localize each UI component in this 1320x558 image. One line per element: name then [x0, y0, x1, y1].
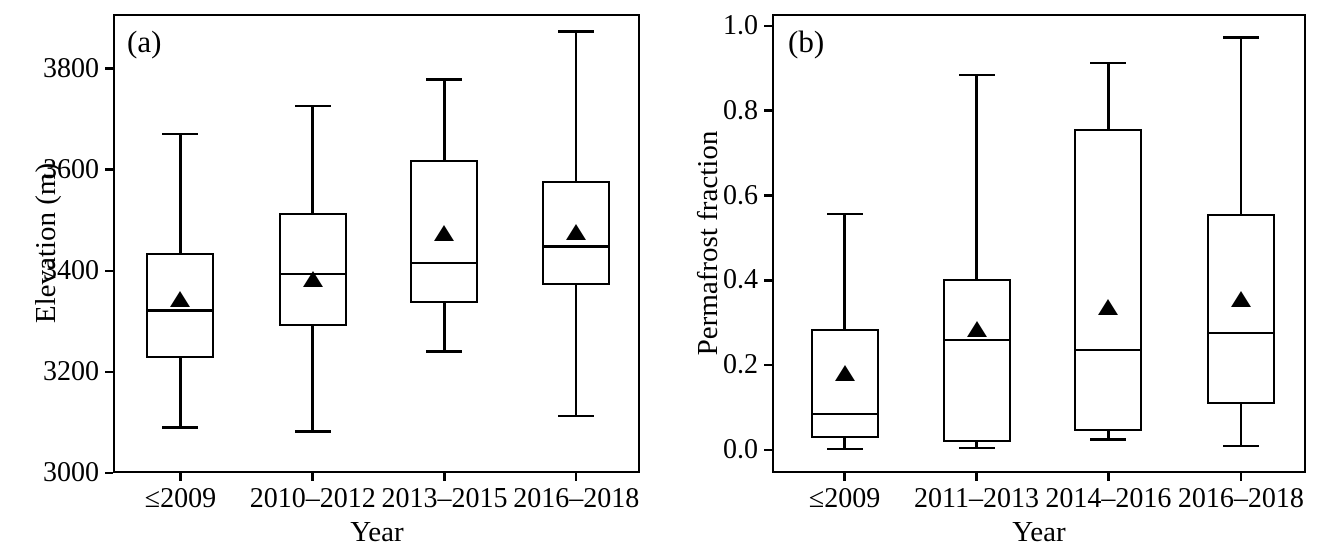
lower-whisker-cap — [958, 446, 995, 450]
median-line — [410, 261, 479, 265]
lower-whisker-cap — [826, 447, 863, 451]
mean-marker — [302, 270, 323, 287]
x-tick — [443, 473, 446, 481]
mean-marker — [566, 223, 587, 240]
lower-whisker-cap — [558, 414, 595, 418]
y-tick — [105, 168, 113, 171]
upper-whisker — [975, 75, 978, 280]
y-tick-label: 3200 — [43, 355, 99, 387]
upper-whisker-cap — [294, 104, 331, 108]
x-tick-label: 2011–2013 — [914, 483, 1039, 514]
lower-whisker — [975, 441, 978, 448]
iqr-box — [810, 328, 879, 439]
upper-whisker — [311, 106, 314, 213]
mean-marker — [170, 290, 191, 307]
panel-a-y-axis-title: Elevation (m) — [30, 162, 62, 324]
x-tick-label: 2016–2018 — [513, 483, 640, 514]
y-tick — [105, 269, 113, 273]
y-tick-label: 3600 — [43, 153, 99, 185]
upper-whisker — [1107, 63, 1110, 129]
iqr-box — [942, 279, 1011, 442]
upper-whisker-cap — [558, 30, 595, 33]
lower-whisker — [1107, 430, 1110, 440]
y-tick-label: 0.0 — [723, 434, 758, 466]
iqr-box — [278, 212, 347, 326]
lower-whisker-cap — [1090, 438, 1127, 441]
lower-whisker-cap — [1222, 444, 1259, 448]
upper-whisker — [443, 79, 446, 160]
upper-whisker — [1239, 37, 1243, 214]
y-tick — [764, 24, 772, 28]
y-tick — [764, 363, 772, 367]
panel-b-label: (b) — [788, 24, 825, 59]
x-tick-label: ≤2009 — [144, 483, 217, 514]
y-tick-label: 3400 — [43, 254, 99, 286]
y-tick — [105, 471, 113, 475]
lower-whisker-cap — [294, 430, 331, 433]
x-tick — [843, 473, 846, 481]
iqr-box — [1074, 128, 1143, 431]
panel-a-label: (a) — [127, 24, 162, 59]
upper-whisker-cap — [826, 212, 863, 216]
panel-b-y-axis-title: Permafrost fraction — [692, 130, 724, 356]
iqr-box — [1206, 213, 1275, 405]
lower-whisker — [179, 357, 182, 428]
y-tick-label: 3000 — [43, 457, 99, 488]
y-tick — [764, 109, 772, 112]
upper-whisker-cap — [1090, 61, 1127, 65]
x-tick — [1239, 473, 1243, 481]
y-tick-label: 0.6 — [723, 179, 758, 211]
mean-marker — [834, 364, 855, 381]
mean-marker — [434, 225, 455, 242]
x-tick — [179, 473, 182, 481]
median-line — [146, 309, 215, 312]
upper-whisker — [843, 213, 846, 329]
lower-whisker — [574, 285, 578, 416]
y-tick — [764, 194, 772, 197]
x-tick-label: 2016–2018 — [1177, 483, 1304, 514]
y-tick-label: 1.0 — [723, 9, 758, 41]
upper-whisker-cap — [958, 73, 995, 77]
median-line — [1074, 348, 1143, 352]
y-tick — [105, 67, 113, 70]
y-tick — [105, 370, 113, 374]
panel-a-x-axis-title: Year — [350, 516, 404, 548]
panel-b-x-axis-title: Year — [1012, 516, 1066, 548]
upper-whisker-cap — [426, 78, 463, 81]
lower-whisker — [1239, 404, 1243, 446]
lower-whisker — [843, 438, 846, 450]
x-tick — [311, 473, 314, 481]
upper-whisker-cap — [1222, 36, 1259, 39]
median-line — [942, 338, 1011, 342]
upper-whisker-cap — [162, 132, 199, 136]
y-tick-label: 0.4 — [723, 264, 758, 296]
panel-a-frame — [113, 14, 640, 473]
y-tick-label: 0.8 — [723, 94, 758, 126]
upper-whisker — [179, 133, 182, 254]
lower-whisker — [311, 325, 314, 432]
x-tick-label: 2010–2012 — [249, 483, 376, 514]
mean-marker — [966, 320, 987, 337]
x-tick-label: 2014–2016 — [1045, 483, 1172, 514]
y-tick-label: 3800 — [43, 52, 99, 84]
upper-whisker — [574, 31, 578, 182]
lower-whisker — [443, 302, 446, 352]
y-tick — [764, 448, 772, 452]
y-tick — [764, 279, 772, 282]
mean-marker — [1230, 290, 1251, 307]
median-line — [542, 245, 611, 248]
x-tick — [574, 473, 578, 481]
lower-whisker-cap — [162, 426, 199, 429]
panel-b-frame — [772, 14, 1306, 473]
mean-marker — [1098, 298, 1119, 315]
median-line — [1206, 331, 1275, 335]
x-tick-label: 2013–2015 — [381, 483, 508, 514]
x-tick — [975, 473, 978, 481]
lower-whisker-cap — [426, 350, 463, 353]
x-tick — [1107, 473, 1110, 481]
median-line — [810, 412, 879, 416]
y-tick-label: 0.2 — [723, 349, 758, 381]
x-tick-label: ≤2009 — [808, 483, 881, 514]
